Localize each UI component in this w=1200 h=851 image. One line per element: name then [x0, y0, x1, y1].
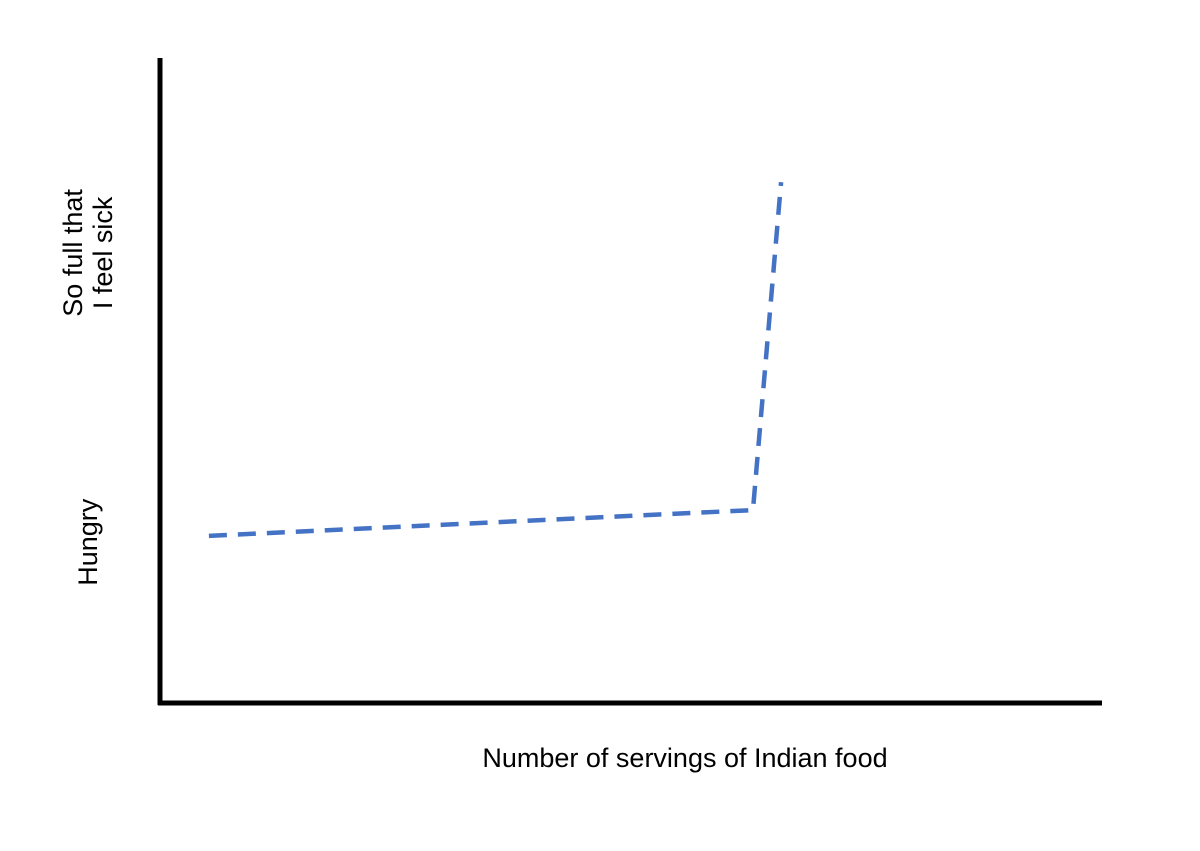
data-line [208, 181, 784, 539]
y-tick-label: So full thatI feel sick [58, 189, 118, 317]
y-tick-label: Hungry [73, 498, 103, 586]
x-axis-label: Number of servings of Indian food [482, 743, 887, 773]
